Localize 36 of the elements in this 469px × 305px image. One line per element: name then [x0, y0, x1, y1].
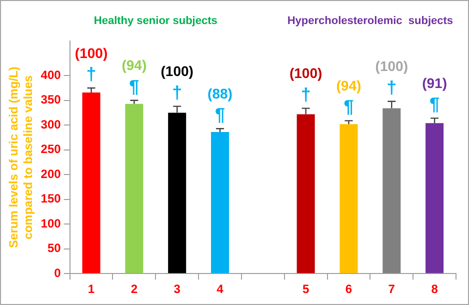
y-tick-label: 150 — [40, 192, 62, 206]
y-tick-label: 400 — [40, 68, 62, 82]
y-tick-label: 350 — [40, 92, 62, 107]
annotation: ¶ — [214, 104, 226, 125]
annotation: (88) — [208, 85, 232, 102]
y-tick-label: 250 — [40, 142, 62, 156]
annotation: (100) — [160, 63, 194, 80]
annotation: † — [300, 84, 311, 104]
annotation: † — [172, 82, 182, 102]
y-tick-label: 200 — [40, 166, 62, 181]
x-tick-label: 2 — [130, 282, 138, 296]
x-tick-label: 8 — [431, 282, 438, 296]
annotation: ¶ — [430, 94, 440, 114]
annotation: † — [386, 77, 397, 98]
y-tick-label: 0 — [54, 266, 62, 280]
annotation: (91) — [422, 75, 447, 92]
annotation: (94) — [122, 57, 147, 74]
annotation: (94) — [336, 78, 362, 94]
x-tick-label: 1 — [88, 282, 95, 296]
y-tick-label: 300 — [40, 117, 62, 132]
text: Hypercholesterolemic subjects — [287, 15, 454, 28]
x-tick-label: 7 — [388, 282, 396, 296]
annotation: (100) — [289, 65, 322, 82]
annotation: ¶ — [344, 96, 354, 117]
annotation: (100) — [74, 44, 108, 61]
annotation: ¶ — [129, 76, 140, 96]
annotation: † — [86, 64, 96, 84]
x-tick-label: 4 — [216, 282, 224, 296]
y-tick-label: 100 — [40, 216, 62, 230]
text: Healthy senior subjects — [94, 15, 218, 28]
y-tick-label: 50 — [47, 241, 62, 256]
x-tick-label: 3 — [174, 282, 181, 296]
y-axis-title: Serum levels of uric acid (mg/L) compared to baseline values — [6, 66, 35, 248]
x-tick-label: 5 — [302, 282, 310, 296]
x-tick-label: 6 — [345, 282, 352, 296]
annotation: (100) — [375, 58, 408, 74]
